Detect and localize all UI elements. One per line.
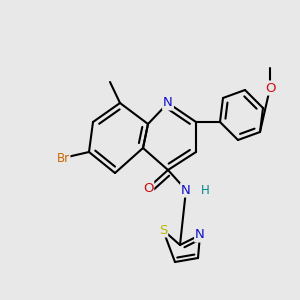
- Text: S: S: [159, 224, 167, 236]
- Text: H: H: [201, 184, 209, 196]
- Text: Br: Br: [56, 152, 70, 164]
- Text: N: N: [195, 229, 205, 242]
- Text: N: N: [181, 184, 191, 196]
- Text: O: O: [265, 82, 275, 94]
- Text: O: O: [143, 182, 153, 194]
- Text: N: N: [163, 97, 173, 110]
